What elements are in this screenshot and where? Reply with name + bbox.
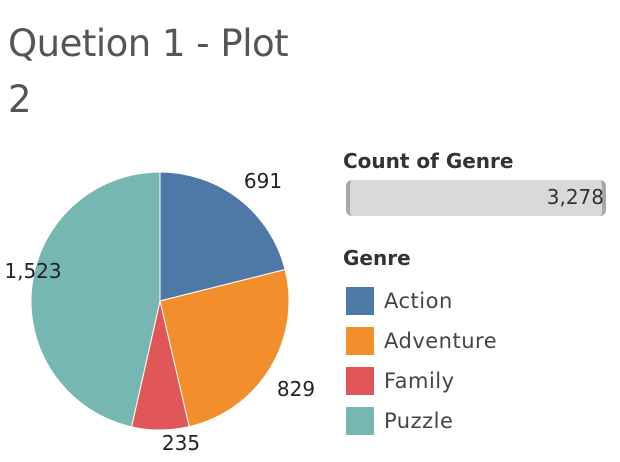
pie-label-puzzle: 1,523 (4, 259, 61, 283)
legend-item-action[interactable]: Action (346, 281, 497, 321)
legend-swatch (346, 327, 374, 355)
count-card-title: Count of Genre (343, 149, 514, 173)
legend-label: Puzzle (384, 409, 454, 433)
pie-slice-action[interactable] (159, 171, 286, 302)
legend-label: Adventure (384, 329, 498, 353)
pie-slice-labels: 691 829 235 1,523 (4, 169, 315, 455)
pie-slice-adventure[interactable] (159, 268, 290, 428)
legend-item-puzzle[interactable]: Puzzle (346, 401, 497, 441)
legend-label: Family (384, 369, 455, 393)
legend-swatch (346, 367, 374, 395)
pie-chart: 691 829 235 1,523 (4, 169, 315, 455)
legend-label: Action (384, 289, 453, 313)
legend-item-family[interactable]: Family (346, 361, 497, 401)
pie-label-action: 691 (244, 169, 282, 193)
count-card-value: 3,278 (546, 185, 604, 209)
pie-slice-puzzle[interactable] (30, 171, 161, 428)
legend-item-adventure[interactable]: Adventure (346, 321, 497, 361)
legend: Action Adventure Family Puzzle (346, 281, 497, 441)
chart-title: Quetion 1 - Plot 2 (8, 22, 289, 121)
legend-swatch (346, 407, 374, 435)
pie-slices (30, 171, 290, 431)
pie-label-adventure: 829 (277, 377, 315, 401)
pie-label-family: 235 (162, 431, 200, 455)
legend-swatch (346, 287, 374, 315)
count-card-bar: 3,278 (346, 180, 606, 216)
legend-title: Genre (343, 246, 411, 270)
